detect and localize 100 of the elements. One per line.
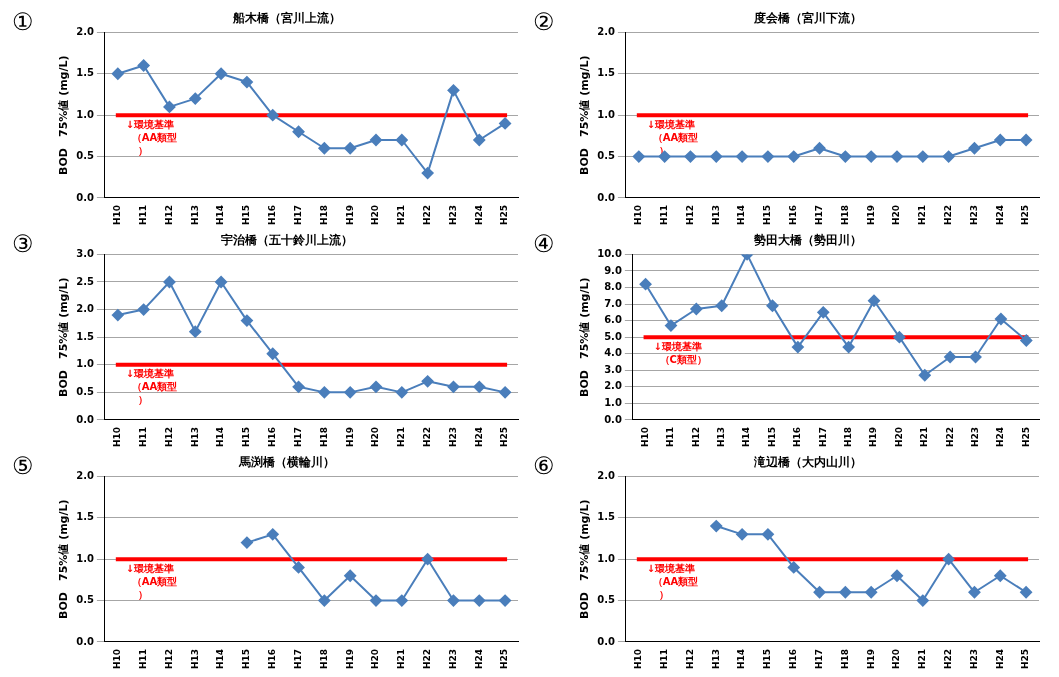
x-tick-label: H15 [241, 204, 252, 226]
y-tick-label: 1.0 [76, 552, 94, 564]
y-tick-label: 4.0 [604, 347, 622, 359]
x-tick-label: H11 [137, 648, 148, 670]
y-axis-title: BOD 75%値 (mg/L) [57, 55, 71, 175]
point [240, 76, 253, 89]
x-tick-label: H25 [1020, 648, 1031, 670]
y-tick-label: 0.0 [76, 635, 94, 647]
point [473, 134, 486, 146]
point [318, 594, 331, 607]
x-tick-label: H22 [421, 426, 432, 448]
x-tick-label: H22 [942, 204, 953, 226]
point [761, 150, 774, 163]
point [395, 594, 408, 607]
point [684, 150, 697, 163]
point [240, 314, 253, 327]
y-tick-label: 2.0 [76, 303, 94, 315]
y-tick-label: 0.0 [597, 191, 615, 203]
point [370, 594, 382, 607]
x-tick-label: H19 [344, 426, 355, 448]
x-tick-label: H24 [994, 648, 1005, 670]
y-tick-label: 3.0 [604, 363, 622, 375]
point [891, 150, 903, 163]
x-tick-label: H12 [163, 426, 174, 448]
point [163, 275, 176, 288]
point [710, 150, 723, 163]
x-tick-label: H13 [189, 204, 200, 226]
x-tick-label: H21 [919, 426, 930, 448]
y-tick-label: 1.5 [76, 330, 94, 342]
point [944, 351, 957, 364]
x-tick-label: H19 [344, 648, 355, 670]
x-tick-label: H17 [817, 426, 828, 448]
point [839, 586, 852, 599]
x-tick-label: H16 [788, 204, 799, 226]
x-tick-label: H12 [163, 648, 174, 670]
point [710, 520, 723, 533]
x-tick-label: H20 [891, 204, 902, 226]
point [318, 142, 331, 155]
x-tick-label: H10 [112, 204, 123, 226]
y-tick-label: 1.5 [76, 67, 94, 79]
x-tick-label: H14 [741, 426, 752, 448]
point [292, 561, 305, 574]
x-tick-label: H14 [736, 648, 747, 670]
x-tick-label: H24 [994, 204, 1005, 226]
y-tick-label: 0.5 [597, 150, 615, 162]
x-tick-label: H25 [499, 426, 510, 448]
point [1020, 586, 1033, 599]
point [994, 134, 1007, 146]
x-tick-label: H10 [633, 648, 644, 670]
x-tick-label: H23 [968, 648, 979, 670]
ref-line-label: ↓環境基準（C類型） [653, 340, 707, 365]
point [632, 150, 645, 163]
x-tick-label: H16 [792, 426, 803, 448]
chart-title: 馬渕橋（横輪川） [238, 455, 335, 470]
x-tick-label: H17 [292, 426, 303, 448]
x-tick-label: H17 [292, 204, 303, 226]
point [761, 528, 774, 541]
ref-line-label: ↓環境基準（AA類型） [125, 368, 178, 406]
text: ② [533, 8, 555, 36]
point [639, 278, 652, 291]
point [421, 375, 434, 388]
point [868, 294, 881, 307]
x-tick-label: H14 [215, 648, 226, 670]
point [137, 59, 150, 72]
x-tick-label: H22 [944, 426, 955, 448]
x-tick-label: H18 [839, 648, 850, 670]
x-tick-label: H15 [241, 426, 252, 448]
point [817, 306, 830, 319]
x-tick-label: H18 [318, 648, 329, 670]
x-tick-label: H11 [137, 204, 148, 226]
chart-title: 宇治橋（五十鈴川上流） [221, 233, 353, 248]
x-tick-label: H21 [917, 204, 928, 226]
point [189, 325, 202, 338]
point [215, 67, 228, 80]
x-tick-label: H10 [639, 426, 650, 448]
point [421, 553, 434, 566]
x-tick-label: H18 [318, 426, 329, 448]
text: ⑥ [533, 452, 555, 480]
point [395, 134, 408, 146]
x-tick-label: H13 [710, 648, 721, 670]
x-tick-label: H13 [189, 648, 200, 670]
y-tick-label: 1.0 [604, 396, 622, 408]
point [447, 380, 460, 393]
y-tick-label: 0.0 [76, 191, 94, 203]
point [893, 331, 906, 344]
point [916, 594, 929, 607]
x-tick-label: H20 [893, 426, 904, 448]
y-tick-label: 2.0 [76, 25, 94, 37]
x-tick-label: H22 [421, 648, 432, 670]
text: ① [12, 8, 34, 36]
point [994, 569, 1007, 582]
x-tick-label: H23 [969, 426, 980, 448]
x-tick-label: H11 [658, 648, 669, 670]
y-axis-title: BOD 75%値 (mg/L) [578, 277, 592, 397]
x-tick-label: H16 [267, 204, 278, 226]
point [865, 586, 878, 599]
y-tick-label: 1.0 [597, 108, 615, 120]
point [813, 586, 826, 599]
ref-line-label: ↓環境基準（AA類型） [125, 118, 178, 156]
x-tick-label: H20 [370, 648, 381, 670]
